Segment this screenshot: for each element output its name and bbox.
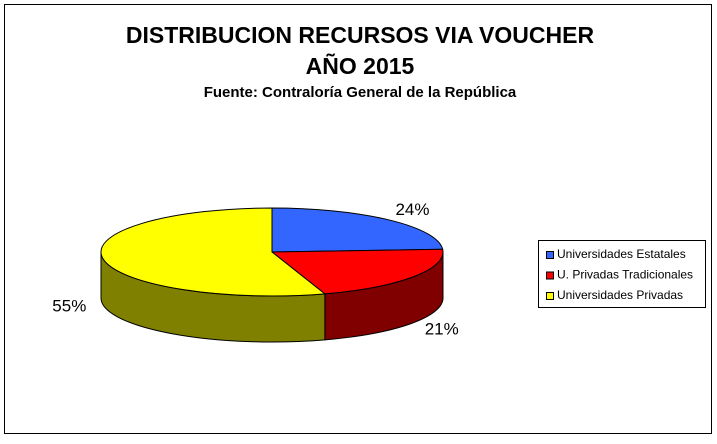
legend-swatch: [546, 251, 554, 259]
chart-title: DISTRIBUCION RECURSOS VIA VOUCHER: [126, 22, 595, 48]
slice: [271, 207, 444, 253]
legend-label: Universidades Estatales: [557, 247, 686, 261]
chart-title: AÑO 2015: [306, 52, 415, 79]
slice: [270, 248, 444, 295]
legend-label: U. Privadas Tradicionales: [557, 268, 693, 282]
data-label: 21%: [425, 320, 459, 339]
data-label: 24%: [395, 200, 429, 219]
legend-swatch: [546, 292, 554, 300]
slice: [100, 207, 327, 297]
data-label: 55%: [52, 296, 86, 315]
legend-box: [538, 240, 706, 308]
legend-label: Universidades Privadas: [557, 288, 683, 302]
legend-swatch: [546, 271, 554, 280]
chart-subtitle: Fuente: Contraloría General de la Repúbl…: [204, 84, 517, 101]
